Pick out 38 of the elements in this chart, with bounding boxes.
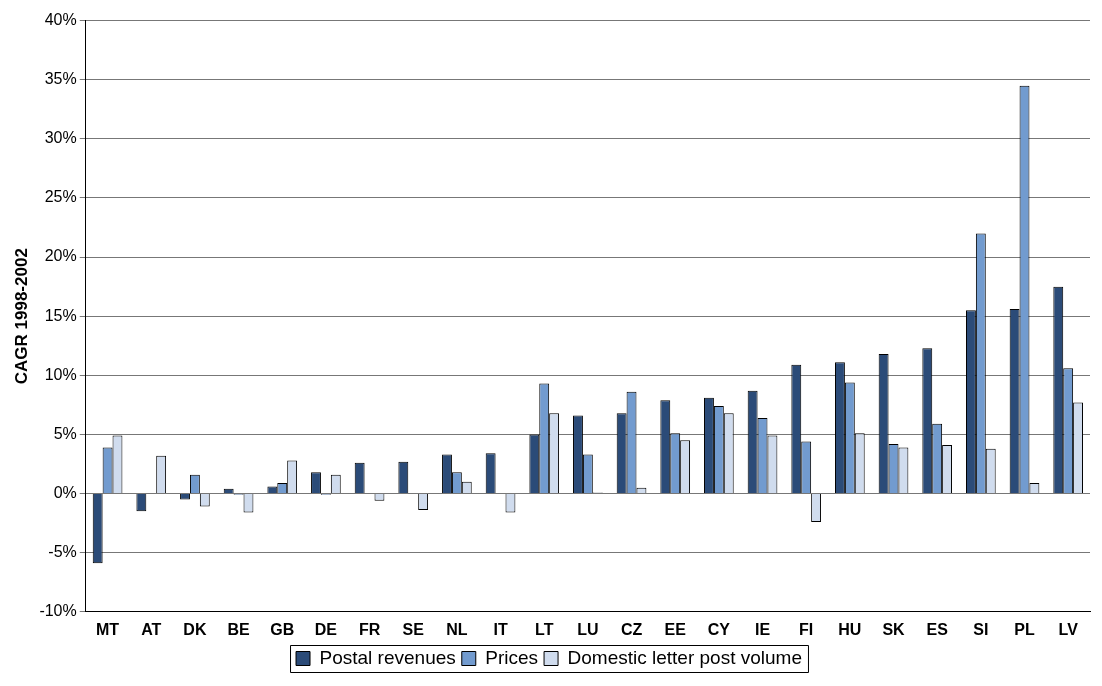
y-tick-label: 30%	[44, 129, 77, 147]
x-tick-label: FR	[358, 620, 381, 638]
x-tick-label: DE	[314, 620, 338, 638]
y-tick-label: 25%	[44, 188, 77, 206]
y-tick-label: 15%	[44, 306, 77, 324]
y-tick-label: 5%	[53, 424, 77, 442]
x-tick-label: ES	[926, 620, 949, 638]
x-tick-label: PL	[1014, 620, 1035, 638]
y-tick-label: 20%	[44, 247, 77, 265]
x-tick-label: LU	[577, 620, 599, 638]
y-tick-label: 10%	[44, 365, 77, 383]
y-axis-title: CAGR 1998-2002	[11, 248, 31, 385]
y-tick-label: -5%	[48, 543, 77, 561]
x-tick-label: LV	[1058, 620, 1079, 638]
x-tick-label: SE	[402, 620, 425, 638]
x-tick-label: NL	[446, 620, 468, 638]
x-tick-label: SK	[882, 620, 906, 638]
x-tick-label: CZ	[620, 620, 643, 638]
x-tick-label: IE	[754, 620, 771, 638]
x-tick-label: HU	[838, 620, 862, 638]
y-tick-label: 40%	[44, 11, 77, 29]
legend-label: Prices	[485, 646, 539, 668]
x-tick-label: EE	[664, 620, 687, 638]
x-tick-label: MT	[96, 620, 120, 638]
x-tick-label: DK	[183, 620, 207, 638]
x-tick-label: CY	[707, 620, 731, 638]
x-tick-label: BE	[227, 620, 251, 638]
legend-label: Postal revenues	[319, 646, 456, 668]
y-tick-label: -10%	[39, 602, 77, 620]
x-tick-label: IT	[493, 620, 508, 638]
y-tick-label: 0%	[53, 483, 77, 501]
legend-label: Domestic letter post volume	[567, 646, 802, 668]
y-tick-label: 35%	[44, 70, 77, 88]
x-tick-label: GB	[270, 620, 295, 638]
x-tick-label: FI	[799, 620, 814, 638]
x-tick-label: LT	[535, 620, 554, 638]
x-tick-label: SI	[973, 620, 989, 638]
x-tick-label: AT	[141, 620, 162, 638]
